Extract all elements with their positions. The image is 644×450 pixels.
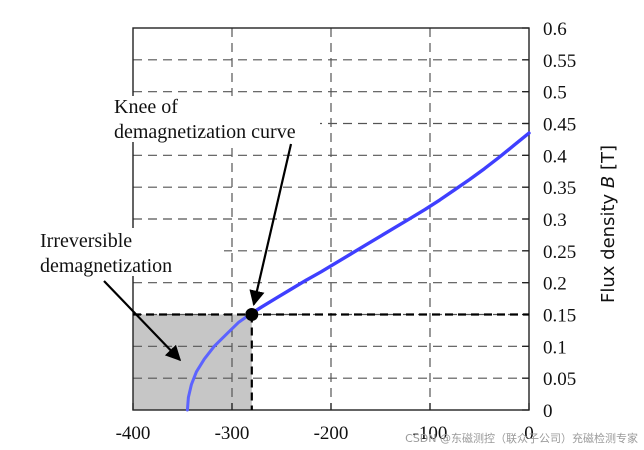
y-tick-label: 0.35 [543,178,576,199]
y-tick-label: 0.45 [543,115,576,136]
x-tick-label: -200 [314,423,349,444]
y-tick-label: 0.25 [543,242,576,263]
x-tick-label: 0 [524,423,534,444]
y-tick-label: 0.55 [543,51,576,72]
watermark-text: CSDN @东磁测控（联众子公司）充磁检测专家 [405,431,638,445]
knee-point-marker [245,308,259,321]
annotation-knee-line-2: demagnetization curve [114,121,296,143]
x-tick-label: -400 [116,423,151,444]
y-tick-label: 0.1 [543,337,567,358]
y-tick-label: 0.15 [543,306,576,327]
x-tick-label: -100 [413,423,448,444]
y-tick-label: 0.6 [543,19,567,40]
curve-irreversible-segment [185,313,252,412]
y-tick-label: 0.5 [543,83,567,104]
annotation-knee-arrow [249,143,293,307]
y-tick-label: 0.2 [543,274,567,295]
y-tick-label: 0.05 [543,369,576,390]
annotation-irreversible-line-1: Irreversible [40,230,132,252]
annotation-irreversible-arrow [103,280,182,362]
annotation-knee-line-1: Knee of [114,96,178,118]
annotation-knee-background [108,96,320,142]
annotation-irreversible-background [32,228,224,276]
y-tick-label: 0.4 [543,146,567,167]
demagnetization-curve-line [248,131,531,317]
annotation-irreversible-line-2: demagnetization [40,255,172,277]
x-tick-label: -300 [215,423,250,444]
y-axis-label: Flux density B [T] [598,145,619,303]
y-tick-label: 0 [543,401,553,422]
y-tick-label: 0.3 [543,210,567,231]
